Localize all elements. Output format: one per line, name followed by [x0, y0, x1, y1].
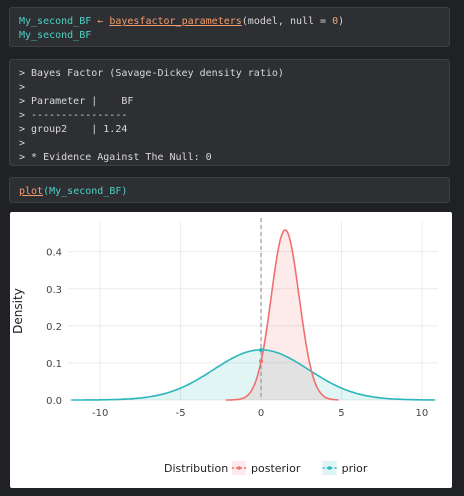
- assign-arrow: ←: [97, 16, 110, 27]
- area-posterior: [225, 230, 339, 400]
- plot-fn[interactable]: plot: [19, 186, 44, 197]
- code-cell-bf-call[interactable]: My_second_BF ← bayesfactor_parameters(mo…: [9, 7, 450, 47]
- line-posterior: [225, 229, 339, 401]
- code-fn[interactable]: bayesfactor_parameters: [109, 16, 242, 27]
- code-args: (model, null =: [241, 16, 333, 27]
- output-line: > * Evidence Against The Null: 0: [19, 152, 212, 163]
- code-print-var: My_second_BF: [19, 30, 92, 41]
- output-line: > ----------------: [19, 110, 128, 121]
- y-tick-label: 0.3: [46, 285, 62, 296]
- legend: Distribution posterior prior: [164, 461, 368, 475]
- output-line: > group2 | 1.24: [19, 124, 128, 135]
- line-prior: [71, 349, 435, 401]
- x-tick-label: 5: [338, 408, 344, 419]
- output-line: >: [19, 82, 26, 93]
- x-tick-label: -10: [92, 408, 108, 419]
- null-point-posterior: [259, 359, 264, 364]
- area-prior: [71, 349, 435, 400]
- code-var: My_second_BF: [19, 16, 98, 27]
- y-tick-label: 0.0: [46, 396, 62, 407]
- density-chart: 0.0 0.1 0.2 0.3 0.4 -10 -5 0 5 10 Density Distri…: [11, 218, 438, 475]
- code-close: ): [338, 16, 345, 27]
- plot-args: (My_second_BF): [43, 186, 128, 197]
- legend-label-prior: prior: [342, 462, 368, 475]
- y-tick-label: 0.4: [46, 248, 62, 259]
- code-cell-plot[interactable]: plot(My_second_BF): [9, 177, 450, 203]
- x-tick-label: -5: [176, 408, 186, 419]
- y-tick-label: 0.1: [46, 359, 62, 370]
- x-tick-label: 0: [258, 408, 264, 419]
- legend-title: Distribution: [164, 462, 228, 475]
- output-line: >: [19, 138, 26, 149]
- output-cell-bf: > Bayes Factor (Savage-Dickey density ra…: [9, 59, 450, 166]
- y-axis-label: Density: [11, 288, 25, 334]
- x-tick-label: 10: [416, 408, 429, 419]
- output-line: > Parameter | BF: [19, 96, 134, 107]
- y-tick-label: 0.2: [46, 322, 62, 333]
- output-line: > Bayes Factor (Savage-Dickey density ra…: [19, 68, 284, 79]
- null-point-prior: [259, 347, 264, 352]
- legend-dot-posterior: [237, 466, 241, 470]
- code-null-value: 0: [332, 16, 339, 27]
- plot-output: 0.0 0.1 0.2 0.3 0.4 -10 -5 0 5 10 Density Distri…: [10, 212, 452, 488]
- legend-label-posterior: posterior: [251, 462, 301, 475]
- legend-dot-prior: [327, 466, 332, 470]
